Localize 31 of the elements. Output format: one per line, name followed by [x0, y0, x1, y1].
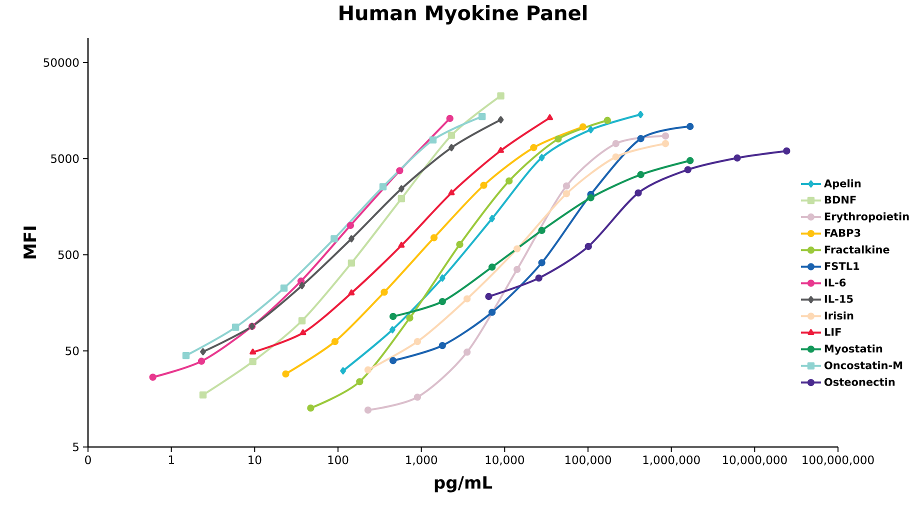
- legend-label: FABP3: [824, 228, 860, 237]
- x-tick-label: 1,000: [406, 456, 438, 466]
- x-tick-label: 1,000,000: [643, 456, 700, 466]
- x-tick-label: 100,000: [565, 456, 612, 466]
- legend-label: Osteonectin: [824, 378, 895, 386]
- legend-label: Myostatin: [824, 344, 882, 355]
- x-tick-label: 10: [248, 456, 262, 464]
- chart-title: Human Myokine Panel: [340, 4, 587, 24]
- legend-label: BDNF: [824, 196, 856, 204]
- y-tick-label: 50000: [44, 58, 79, 67]
- legend-label: Erythropoietin: [824, 212, 909, 222]
- legend-label: IL-6: [824, 278, 846, 287]
- y-tick-label: 50: [66, 346, 79, 356]
- legend-label: Fractalkine: [824, 245, 890, 254]
- y-tick-label: 500: [58, 250, 79, 260]
- y-axis-title: MFI: [24, 226, 36, 258]
- x-axis-title: pg/mL: [434, 476, 492, 492]
- y-tick-label: 5000: [51, 154, 79, 163]
- x-tick-label: 10,000,000: [723, 456, 787, 466]
- x-tick-label: 100: [328, 456, 348, 464]
- y-tick-label: 5: [73, 442, 78, 452]
- x-tick-label: 100,000,000: [802, 456, 874, 466]
- legend-label: LIF: [824, 328, 841, 336]
- legend-label: IL-15: [824, 295, 853, 303]
- x-tick-label: 0: [85, 456, 91, 464]
- legend-label: Apelin: [824, 179, 861, 190]
- x-tick-label: 1: [168, 456, 174, 464]
- legend-label: FSTL1: [824, 262, 860, 270]
- x-tick-label: 10,000: [486, 456, 524, 466]
- legend-label: Oncostatin-M: [824, 361, 902, 370]
- legend-label: Irisin: [824, 311, 854, 320]
